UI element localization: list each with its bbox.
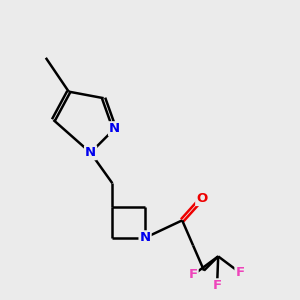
Text: N: N — [85, 146, 96, 159]
Text: F: F — [236, 266, 244, 279]
Text: N: N — [140, 231, 151, 244]
Text: O: O — [196, 192, 207, 205]
Text: N: N — [109, 122, 120, 135]
Text: F: F — [212, 279, 222, 292]
Text: F: F — [188, 268, 198, 281]
